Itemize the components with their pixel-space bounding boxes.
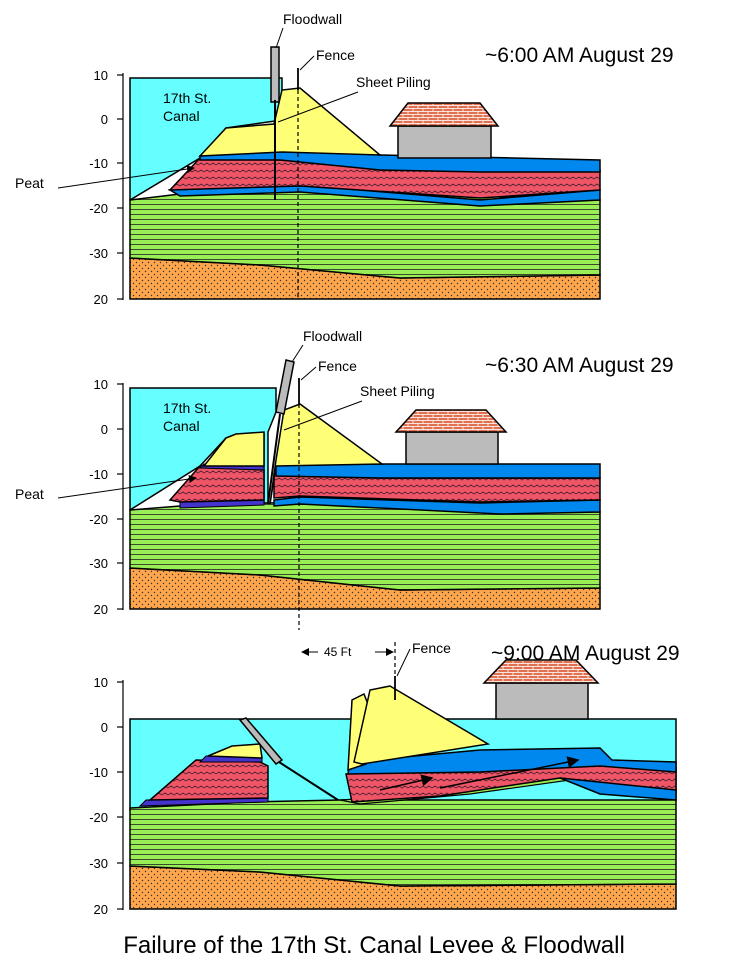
blue-layer-upper [347,747,677,775]
y-tick-label: 0 [101,422,108,437]
floodwall [275,359,295,415]
panel-time: ~6:00 AM August 29 [485,44,674,67]
panel-1: 10 0 -10 -20 -30 20 Floodwall Fe [15,11,674,307]
levee-block-displaced [353,685,491,765]
blue-layer-upper [275,463,601,479]
y-tick-label: -10 [89,156,108,171]
floodwall [270,46,280,103]
blue-layer-lower [273,496,601,515]
panel-3: 10 0 -10 -20 -30 20 [89,640,679,917]
label-fence: Fence [316,47,355,63]
label-canal-line2: Canal [163,418,200,434]
y-tick-label: -10 [89,765,108,780]
label-canal-line1: 17th St. [163,90,211,106]
leader [300,366,317,381]
house-roof [394,409,508,433]
leader [283,400,363,431]
label-floodwall: Floodwall [303,328,362,344]
label-fence: Fence [318,358,357,374]
y-tick-label: -20 [89,512,108,527]
y-tick-label: -30 [89,246,108,261]
y-ticks: 10 0 -10 -20 -30 20 [89,675,123,917]
clay-layer [129,799,677,887]
panel-time: ~9:00 AM August 29 [491,642,680,665]
y-ticks: 10 0 -10 -20 -30 20 [89,68,123,307]
label-canal-line2: Canal [163,108,200,124]
y-tick-label: 20 [94,292,108,307]
panel-2: 10 0 -10 -20 -30 20 [15,328,674,630]
leader [299,55,315,71]
label-sheet-piling: Sheet Piling [360,383,435,399]
sheet-piling [267,413,281,505]
y-tick-label: -20 [89,201,108,216]
leader [275,27,284,49]
y-ticks: 10 0 -10 -20 -30 20 [89,377,123,617]
leader [291,344,304,363]
diagram-caption: Failure of the 17th St. Canal Levee & Fl… [123,932,625,959]
peat-arrow [57,165,195,189]
label-peat: Peat [15,486,44,502]
y-tick-label: -30 [89,556,108,571]
label-floodwall: Floodwall [283,11,342,27]
sheet-piling [278,761,339,801]
leader [396,648,411,677]
y-tick-label: -30 [89,856,108,871]
slide-arrow [379,774,434,791]
panel-time: ~6:30 AM August 29 [485,354,674,377]
floodwall-fallen [238,717,284,766]
blue-layer-lower [559,777,677,801]
levee-right-section [269,403,385,505]
peat-arrow [57,475,197,499]
y-tick-label: 10 [94,377,108,392]
label-displacement: 45 Ft [324,645,352,659]
leader [277,91,359,123]
label-canal-line1: 17th St. [163,400,211,416]
house [397,125,492,159]
y-tick-label: 0 [101,720,108,735]
y-tick-label: 10 [94,675,108,690]
label-sheet-piling: Sheet Piling [356,74,431,90]
levee-left-remnant [202,431,265,467]
y-tick-label: 20 [94,902,108,917]
y-tick-label: 10 [94,68,108,83]
slide-arrow [439,756,580,789]
y-tick-label: 20 [94,602,108,617]
house-roof [388,102,500,127]
house [495,682,589,720]
y-tick-label: -20 [89,810,108,825]
label-fence: Fence [412,640,451,656]
house [405,431,499,465]
label-peat: Peat [15,175,44,191]
house-roof [482,659,600,684]
y-tick-label: -10 [89,467,108,482]
y-tick-label: 0 [101,112,108,127]
